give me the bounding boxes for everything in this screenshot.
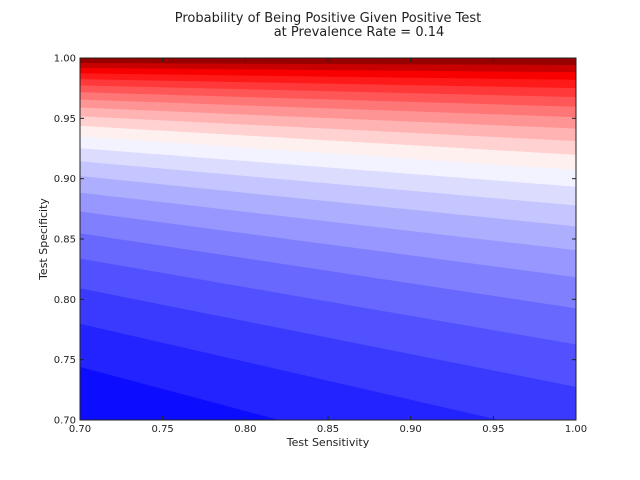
y-tick-label: 0.95	[54, 114, 76, 125]
x-tick-label: 0.75	[152, 424, 174, 435]
y-tick-label: 0.75	[54, 355, 76, 366]
contour-bands	[79, 57, 577, 421]
x-tick-label: 1.00	[565, 424, 587, 435]
y-axis-label: Test Specificity	[37, 198, 50, 281]
y-tick-label: 0.85	[54, 235, 76, 246]
y-tick-label: 0.90	[54, 174, 76, 185]
x-tick-label: 0.95	[482, 424, 504, 435]
y-tick-label: 0.70	[54, 416, 76, 427]
chart-title-line1: Probability of Being Positive Given Posi…	[174, 11, 482, 26]
y-axis-ticks: 0.70 0.75 0.80 0.85 0.90 0.95 1.00	[54, 54, 576, 427]
x-tick-label: 0.70	[69, 424, 91, 435]
x-tick-label: 0.90	[400, 424, 422, 435]
x-tick-label: 0.85	[317, 424, 339, 435]
x-axis-label: Test Sensitivity	[286, 436, 370, 449]
y-tick-label: 0.80	[54, 295, 76, 306]
x-axis-ticks: 0.70 0.75 0.80 0.85 0.90 0.95 1.00	[69, 58, 587, 435]
x-tick-label: 0.80	[234, 424, 256, 435]
chart-title-line2: at Prevalence Rate = 0.14	[273, 25, 445, 40]
y-tick-label: 1.00	[54, 54, 76, 65]
